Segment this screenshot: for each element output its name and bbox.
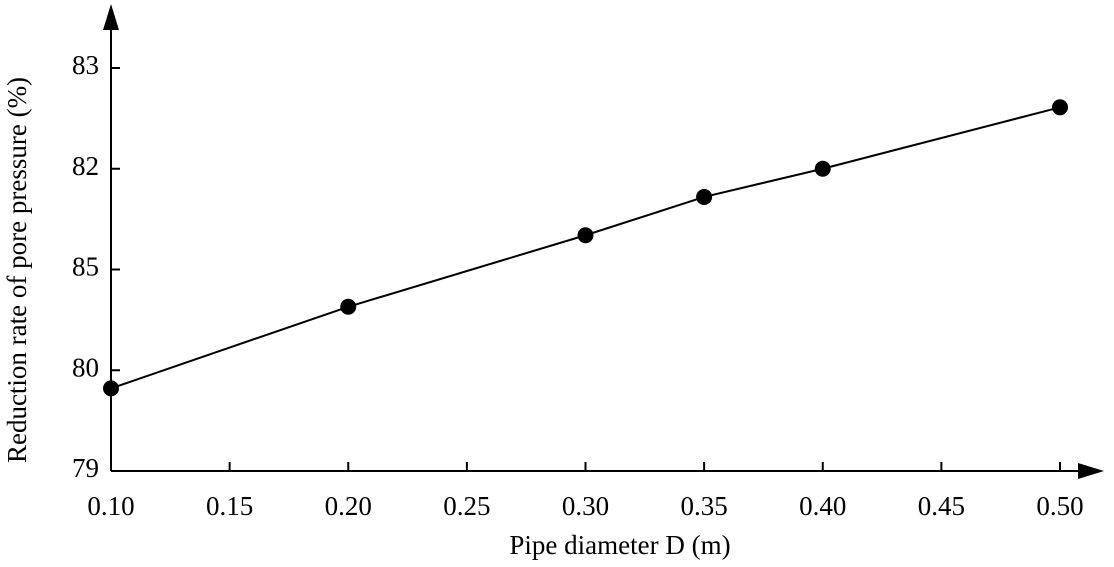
x-tick-label: 0.25 xyxy=(443,491,490,521)
x-tick-label: 0.10 xyxy=(87,491,134,521)
marker xyxy=(577,227,594,244)
x-tick-label: 0.35 xyxy=(681,491,728,521)
x-tick-label: 0.30 xyxy=(562,491,609,521)
x-tick-label: 0.45 xyxy=(918,491,965,521)
line xyxy=(110,106,1061,390)
x-tick-label: 0.40 xyxy=(799,491,846,521)
x-tick-label: 0.20 xyxy=(325,491,372,521)
marker xyxy=(1052,99,1068,116)
y-tick-label: 82 xyxy=(72,151,99,181)
marker xyxy=(103,380,119,397)
x-axis-arrow xyxy=(1078,463,1104,479)
y-tick-label: 83 xyxy=(72,50,99,80)
x-tick-label: 0.50 xyxy=(1036,491,1083,521)
marker xyxy=(696,188,713,205)
marker xyxy=(340,298,357,315)
y-tick-label: 79 xyxy=(72,453,99,483)
y-axis-title: Reduction rate of pore pressure (%) xyxy=(2,77,32,463)
y-tick-label: 80 xyxy=(72,352,99,382)
x-tick-label: 0.15 xyxy=(206,491,253,521)
y-tick-label: 85 xyxy=(72,252,99,282)
marker xyxy=(814,160,831,177)
y-axis-arrow xyxy=(103,4,119,30)
x-axis-title: Pipe diameter D (m) xyxy=(509,530,730,560)
